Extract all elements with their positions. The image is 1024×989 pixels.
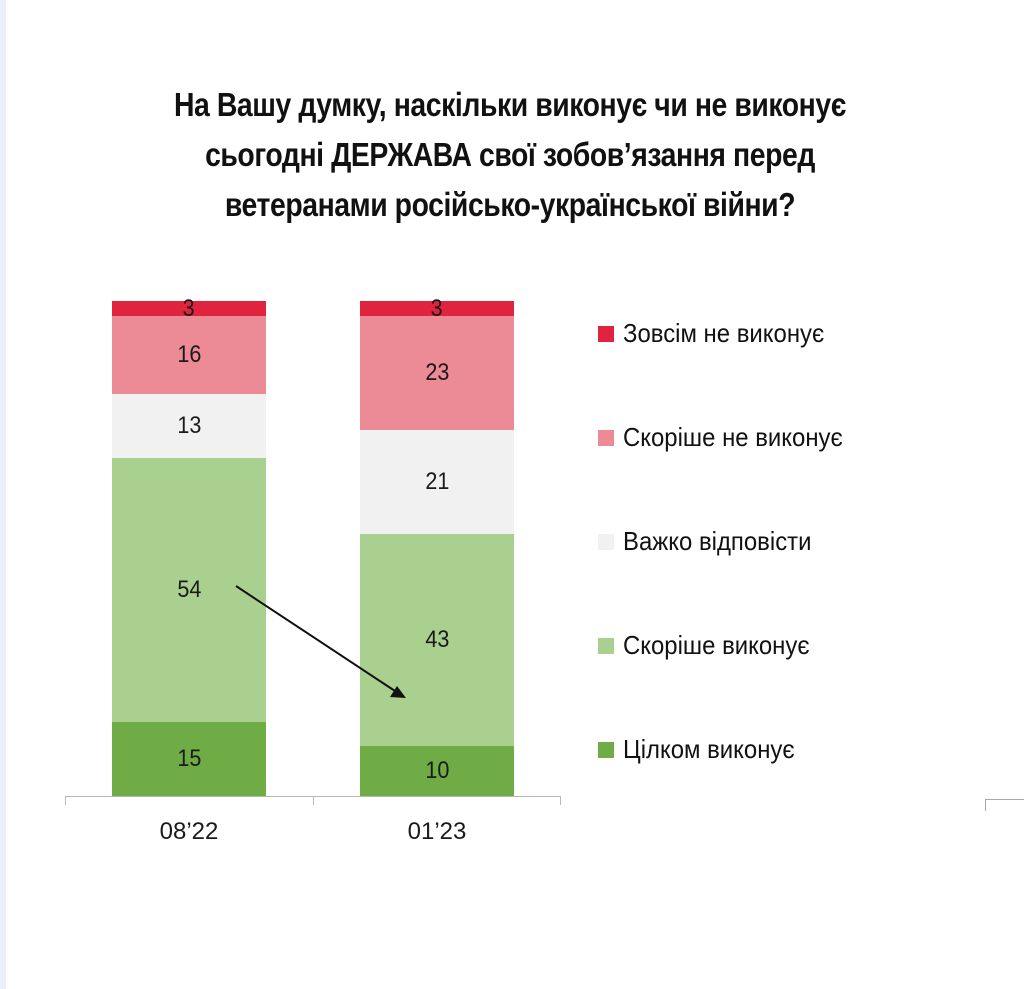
bar-segment: 15	[112, 722, 266, 796]
bar-segment: 13	[112, 394, 266, 458]
legend-label: Скоріше виконує	[623, 630, 810, 660]
title-line-1: На Вашу думку, наскільки виконує чи не в…	[173, 86, 847, 123]
x-axis-tick	[313, 796, 314, 805]
bar-segment: 3	[360, 295, 514, 322]
bar-segment: 16	[112, 315, 266, 395]
segment-value-label: 3	[182, 295, 196, 322]
legend-label: Скоріше не виконує	[623, 422, 843, 452]
legend-label: Цілком виконує	[623, 734, 795, 764]
segment-value-label: 16	[176, 340, 202, 368]
segment-value-label: 3	[430, 295, 444, 322]
legend-item-skorishe: Скоріше виконує	[598, 630, 826, 661]
legend-swatch-icon	[598, 637, 614, 654]
title-line-3: ветеранами російсько-української війни?	[224, 186, 796, 223]
legend-label: Зовсім не виконує	[623, 318, 825, 348]
bar-08-22: 3 16 13 54 15	[112, 295, 266, 796]
x-axis-tick	[560, 796, 561, 805]
bar-segment: 23	[360, 315, 514, 430]
x-label-01-23: 01’23	[407, 818, 467, 845]
segment-value-label: 13	[176, 411, 202, 439]
segment-value-label: 23	[424, 358, 450, 386]
segment-value-label: 43	[424, 626, 450, 654]
frame-edge-line	[985, 799, 986, 811]
bar-segment: 43	[360, 533, 514, 747]
bar-segment: 3	[112, 295, 266, 322]
legend-swatch-icon	[598, 741, 614, 758]
left-edge-strip	[0, 0, 6, 989]
x-label-08-22: 08’22	[159, 818, 219, 845]
bar-01-23: 3 23 21 43 10	[360, 295, 514, 796]
title-line-2: сьогодні ДЕРЖАВА свої зобов’язання перед	[205, 136, 815, 173]
segment-value-label: 15	[176, 745, 202, 773]
chart-title: На Вашу думку, наскільки виконує чи не в…	[123, 80, 897, 230]
legend-swatch-icon	[598, 533, 614, 550]
frame-edge-line	[985, 799, 1024, 800]
segment-value-label: 10	[424, 757, 450, 785]
bar-segment: 21	[360, 429, 514, 534]
legend-swatch-icon	[598, 429, 614, 446]
x-axis-tick	[65, 796, 66, 805]
legend-swatch-icon	[598, 325, 614, 342]
legend-item-zovsim-ne: Зовсім не виконує	[598, 318, 842, 349]
legend-label: Важко відповісти	[623, 526, 812, 556]
legend-item-skorishe-ne: Скоріше не виконує	[598, 422, 862, 453]
segment-value-label: 54	[176, 576, 202, 604]
bar-segment: 10	[360, 746, 514, 796]
legend-item-vazhko: Важко відповісти	[598, 526, 828, 557]
legend-item-tsilkom: Цілком виконує	[598, 734, 810, 765]
bar-segment: 54	[112, 457, 266, 723]
segment-value-label: 21	[424, 467, 450, 495]
